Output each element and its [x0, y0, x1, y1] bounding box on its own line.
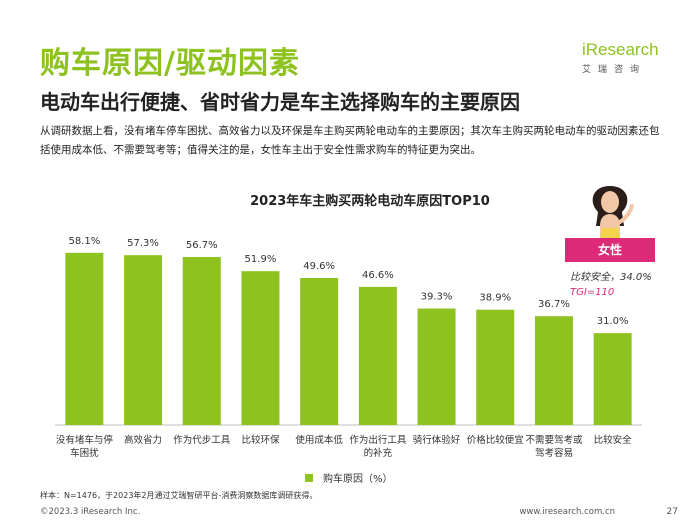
female-illustration-icon — [592, 186, 634, 240]
bar — [593, 333, 632, 425]
page-title: 购车原因/驱动因素 — [40, 46, 300, 81]
female-note-tgi: TGI=110 — [570, 287, 615, 298]
bar — [534, 316, 573, 425]
website-link[interactable]: www.iresearch.com.cn — [519, 507, 615, 517]
page-number: 27 — [666, 507, 678, 517]
chart-title: 2023年车主购买两轮电动车原因TOP10 — [250, 194, 490, 209]
x-tick-label: 比较环保 — [241, 434, 280, 446]
x-tick-label: 不需要驾考或 — [525, 434, 583, 446]
logo-mark: iResearch — [582, 40, 659, 59]
data-label: 31.0% — [597, 316, 629, 327]
bar — [300, 278, 339, 425]
data-label: 58.1% — [68, 236, 100, 247]
description-text: 从调研数据上看，没有堵车停车困扰、高效省力以及环保是车主购买两轮电动车的主要原因… — [40, 125, 660, 156]
data-label: 51.9% — [245, 254, 277, 265]
x-tick-label: 车困扰 — [70, 447, 99, 459]
data-label: 49.6% — [303, 261, 335, 272]
female-note-safety: 比较安全，34.0% — [570, 272, 652, 283]
x-tick-label: 没有堵车与停 — [56, 434, 114, 446]
x-tick-label: 使用成本低 — [295, 434, 343, 446]
chart-legend: 购车原因（%） — [305, 470, 393, 485]
iresearch-logo: iResearch 艾瑞咨询 — [582, 40, 662, 75]
bar — [476, 309, 515, 425]
copyright: ©2023.3 iResearch Inc. — [40, 507, 141, 517]
bar — [358, 286, 397, 425]
x-tick-label: 作为出行工具 — [349, 434, 407, 446]
x-tick-label: 作为代步工具 — [173, 434, 231, 446]
x-tick-label: 骑行体验好 — [413, 434, 461, 446]
source-note: 样本：N=1476，于2023年2月通过艾瑞智研平台-消费洞察数据库调研获得。 — [40, 491, 318, 500]
legend-label: 购车原因（%） — [323, 474, 393, 485]
page-subtitle: 电动车出行便捷、省时省力是车主选择购车的主要原因 — [40, 90, 520, 114]
logo-subtitle: 艾瑞咨询 — [582, 65, 647, 75]
x-tick-label: 的补充 — [364, 447, 393, 459]
bar — [241, 271, 280, 425]
bar — [124, 255, 163, 425]
x-tick-label: 价格比较便宜 — [467, 434, 524, 446]
data-label: 57.3% — [127, 238, 159, 249]
x-tick-label: 高效省力 — [124, 434, 162, 446]
x-tick-label: 驾考容易 — [535, 447, 573, 459]
data-label: 36.7% — [538, 299, 570, 310]
bar — [182, 256, 221, 425]
female-badge: 女性 — [565, 238, 655, 262]
bar — [417, 308, 456, 425]
bar — [65, 252, 104, 425]
data-label: 46.6% — [362, 270, 394, 281]
legend-swatch — [305, 473, 313, 482]
data-label: 39.3% — [421, 292, 453, 303]
data-label: 56.7% — [186, 240, 218, 251]
data-label: 38.9% — [479, 293, 511, 304]
x-tick-label: 比较安全 — [594, 434, 633, 446]
